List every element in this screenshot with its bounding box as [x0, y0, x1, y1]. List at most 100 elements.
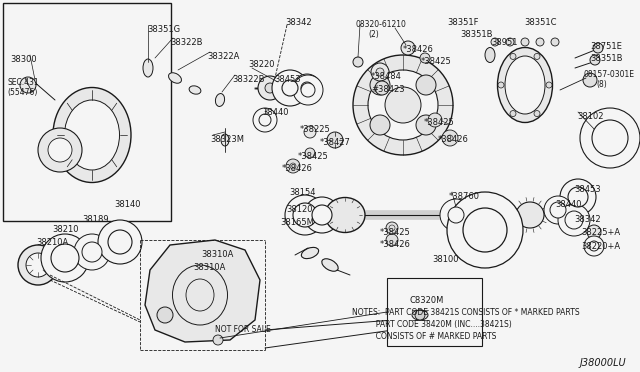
Ellipse shape [322, 259, 338, 271]
Circle shape [506, 38, 514, 46]
Text: *38760: *38760 [449, 192, 480, 201]
Text: (2): (2) [368, 30, 379, 39]
Bar [3, 3, 171, 221]
Circle shape [448, 207, 464, 223]
Circle shape [498, 82, 504, 88]
Text: *38425: *38425 [421, 57, 452, 66]
Circle shape [584, 236, 604, 256]
Text: *38426: *38426 [403, 45, 434, 54]
Ellipse shape [301, 247, 319, 259]
Circle shape [510, 110, 516, 116]
Circle shape [386, 222, 398, 234]
Ellipse shape [412, 310, 428, 320]
Polygon shape [145, 240, 260, 342]
Text: 38310A: 38310A [201, 250, 234, 259]
Circle shape [593, 43, 603, 53]
Circle shape [550, 202, 566, 218]
Circle shape [304, 197, 340, 233]
Circle shape [580, 108, 640, 168]
Text: *38425: *38425 [298, 152, 329, 161]
Circle shape [41, 234, 89, 282]
Circle shape [587, 225, 601, 239]
Circle shape [592, 120, 628, 156]
Circle shape [560, 179, 596, 215]
Circle shape [293, 203, 317, 227]
Circle shape [272, 70, 308, 106]
Circle shape [415, 310, 425, 320]
Text: 38351G: 38351G [147, 25, 180, 34]
Circle shape [416, 115, 436, 135]
Text: 38342: 38342 [285, 18, 312, 27]
Text: 38165M: 38165M [280, 218, 314, 227]
Circle shape [312, 205, 332, 225]
Circle shape [258, 76, 282, 100]
Ellipse shape [65, 100, 120, 170]
Ellipse shape [168, 73, 182, 83]
Text: 38225+A: 38225+A [581, 228, 620, 237]
Circle shape [293, 74, 321, 102]
Circle shape [375, 81, 389, 95]
Ellipse shape [221, 134, 229, 146]
Circle shape [440, 199, 472, 231]
Circle shape [463, 208, 507, 252]
Circle shape [51, 244, 79, 272]
Circle shape [286, 159, 300, 173]
Text: *38425: *38425 [380, 228, 411, 237]
Circle shape [253, 108, 277, 132]
Circle shape [416, 75, 436, 95]
Circle shape [590, 55, 600, 65]
Text: 38220: 38220 [248, 60, 275, 69]
Circle shape [38, 128, 82, 172]
Text: 38310A: 38310A [193, 263, 225, 272]
Circle shape [48, 138, 72, 162]
Circle shape [583, 73, 597, 87]
Circle shape [293, 75, 323, 105]
Circle shape [401, 41, 415, 55]
Circle shape [98, 220, 142, 264]
Circle shape [371, 63, 389, 81]
Text: 38322B: 38322B [232, 75, 264, 84]
Circle shape [428, 113, 442, 127]
Ellipse shape [516, 202, 544, 228]
Circle shape [265, 83, 275, 93]
Circle shape [536, 38, 544, 46]
Text: 38189: 38189 [82, 215, 109, 224]
Text: 38210: 38210 [52, 225, 79, 234]
Ellipse shape [216, 93, 225, 106]
Circle shape [385, 87, 421, 123]
Text: 38102: 38102 [577, 112, 604, 121]
Circle shape [353, 57, 363, 67]
Text: 38322A: 38322A [207, 52, 239, 61]
Text: 38140: 38140 [114, 200, 141, 209]
Circle shape [26, 253, 50, 277]
Text: C8320M: C8320M [410, 296, 444, 305]
Ellipse shape [497, 48, 552, 122]
Circle shape [546, 82, 552, 88]
Text: 38342: 38342 [574, 215, 600, 224]
Circle shape [213, 335, 223, 345]
Circle shape [327, 132, 343, 148]
Text: CONSISTS OF # MARKED PARTS: CONSISTS OF # MARKED PARTS [352, 332, 497, 341]
Circle shape [558, 204, 590, 236]
Text: 38210A: 38210A [36, 238, 68, 247]
Text: (55476): (55476) [7, 88, 37, 97]
Ellipse shape [189, 86, 201, 94]
Circle shape [285, 195, 325, 235]
Text: 38453: 38453 [574, 185, 600, 194]
Circle shape [370, 75, 390, 95]
Circle shape [544, 196, 572, 224]
Text: 38951: 38951 [491, 38, 518, 47]
Text: *38427: *38427 [320, 138, 351, 147]
Circle shape [304, 126, 316, 138]
Circle shape [18, 245, 58, 285]
Circle shape [259, 114, 271, 126]
Circle shape [82, 242, 102, 262]
Circle shape [353, 55, 453, 155]
Ellipse shape [325, 198, 365, 232]
Text: (8): (8) [596, 80, 607, 89]
Text: 38154: 38154 [289, 188, 316, 197]
Text: #38423: #38423 [371, 85, 404, 94]
Text: 38351B: 38351B [460, 30, 493, 39]
Circle shape [568, 187, 588, 207]
Circle shape [510, 54, 516, 60]
